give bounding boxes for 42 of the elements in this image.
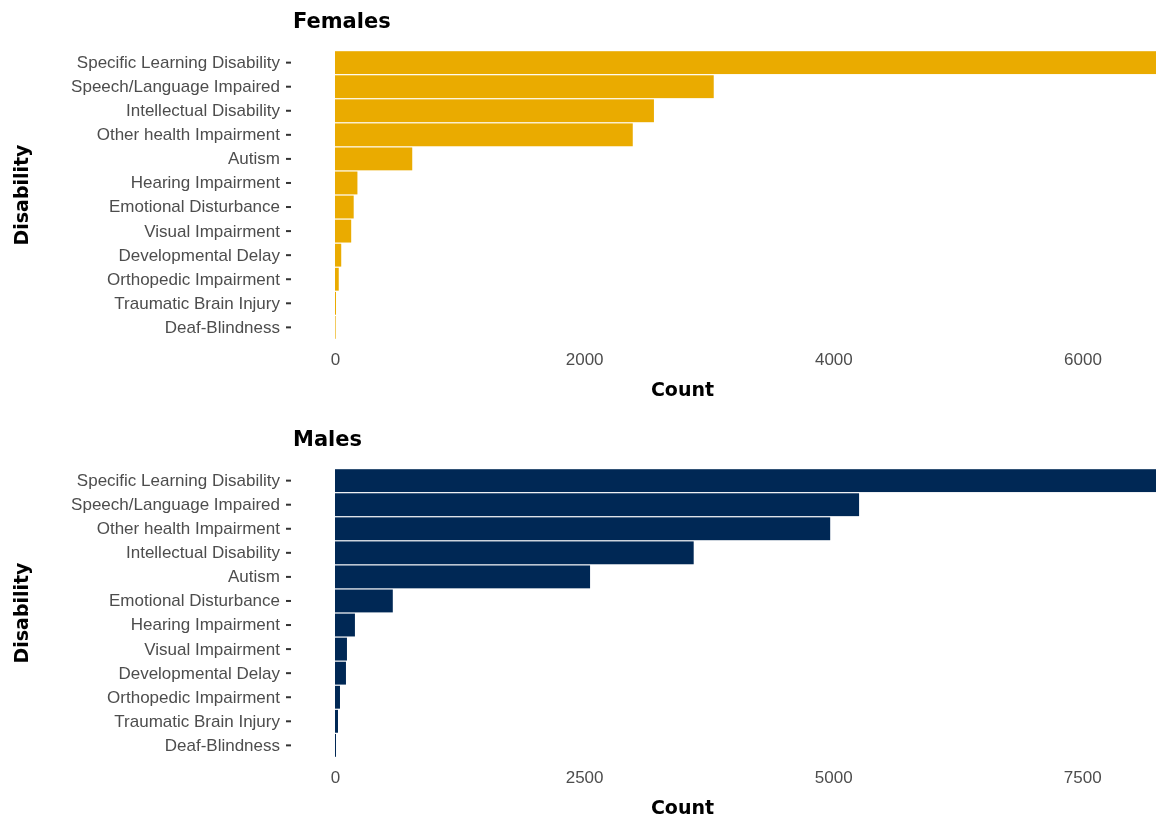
y-tick-label: Hearing Impairment	[130, 173, 281, 193]
y-tick-label: Traumatic Brain Injury	[114, 711, 281, 731]
y-axis-title: Disability	[10, 561, 32, 664]
y-axis-title: Disability	[10, 143, 32, 246]
y-tick-label: Speech/Language Impaired	[71, 495, 280, 515]
y-tick-label: Visual Impairment	[144, 639, 281, 659]
x-axis-title: Count	[650, 378, 715, 400]
y-tick-label: Developmental Delay	[118, 663, 281, 683]
y-tick-label: Other health Impairment	[96, 519, 281, 539]
bar	[335, 589, 393, 613]
y-tick-label: Emotional Disturbance	[108, 591, 280, 611]
y-tick-label: Emotional Disturbance	[108, 197, 280, 217]
bar	[335, 613, 355, 637]
bar	[335, 195, 354, 219]
y-tick-label: Visual Impairment	[144, 221, 281, 241]
x-tick-label: 7500	[1063, 768, 1102, 788]
y-tick-label: Developmental Delay	[118, 245, 281, 265]
x-tick-label: 2500	[565, 768, 604, 788]
y-tick-label: Speech/Language Impaired	[71, 77, 280, 97]
x-tick-label: 4000	[814, 350, 853, 370]
chart-title: Males	[293, 427, 363, 451]
y-tick-label: Autism	[228, 149, 280, 169]
y-tick-label: Specific Learning Disability	[76, 471, 281, 491]
bar	[335, 171, 358, 195]
y-tick-label: Deaf-Blindness	[164, 317, 280, 337]
y-tick-label: Other health Impairment	[96, 125, 281, 145]
y-tick-label: Intellectual Disability	[125, 101, 281, 121]
x-tick-label: 5000	[814, 768, 853, 788]
y-tick-label: Orthopedic Impairment	[107, 687, 281, 707]
y-tick-label: Intellectual Disability	[125, 543, 281, 563]
x-tick-label: 0	[330, 350, 341, 370]
y-tick-label: Autism	[228, 567, 280, 587]
chart-title: Females	[293, 9, 391, 33]
y-tick-label: Specific Learning Disability	[76, 53, 281, 73]
y-tick-label: Traumatic Brain Injury	[114, 293, 281, 313]
x-tick-label: 2000	[565, 350, 604, 370]
y-tick-label: Orthopedic Impairment	[107, 269, 281, 289]
x-axis-title: Count	[650, 796, 715, 818]
x-tick-label: 6000	[1064, 350, 1102, 370]
x-tick-label: 0	[330, 768, 341, 788]
y-tick-label: Deaf-Blindness	[164, 735, 280, 755]
y-tick-label: Hearing Impairment	[130, 615, 281, 635]
